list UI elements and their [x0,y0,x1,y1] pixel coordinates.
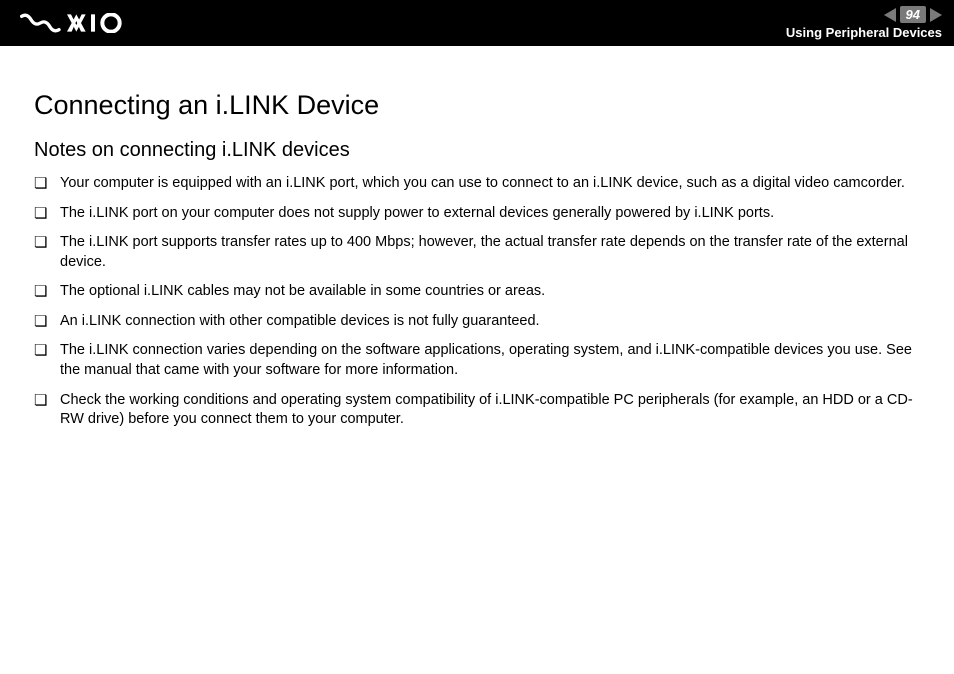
note-item: An i.LINK connection with other compatib… [34,312,920,332]
pager: 94 [884,6,942,23]
page-number: 94 [900,6,926,23]
section-label: Using Peripheral Devices [786,25,942,40]
note-item: The optional i.LINK cables may not be av… [34,282,920,302]
note-item: Your computer is equipped with an i.LINK… [34,174,920,194]
vaio-logo [20,13,130,33]
note-item: The i.LINK port on your computer does no… [34,204,920,224]
header-right: 94 Using Peripheral Devices [786,6,942,40]
note-item: The i.LINK port supports transfer rates … [34,233,920,272]
next-page-arrow[interactable] [930,8,942,22]
header-bar: 94 Using Peripheral Devices [0,0,954,46]
notes-list: Your computer is equipped with an i.LINK… [34,174,920,430]
note-item: The i.LINK connection varies depending o… [34,341,920,380]
page-content: Connecting an i.LINK Device Notes on con… [0,46,954,430]
page-title: Connecting an i.LINK Device [34,90,920,121]
prev-page-arrow[interactable] [884,8,896,22]
page-subtitle: Notes on connecting i.LINK devices [34,139,920,162]
note-item: Check the working conditions and operati… [34,391,920,430]
